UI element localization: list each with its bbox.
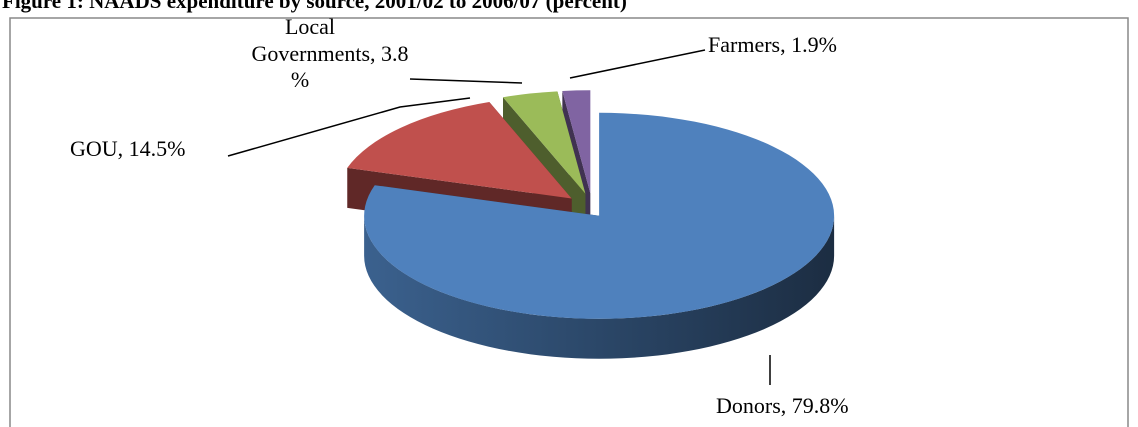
data-label: Farmers, 1.9% <box>708 32 837 57</box>
slice-side <box>364 215 835 359</box>
slice <box>503 91 586 194</box>
labels: Donors, 79.8% GOU, 14.5% LocalGovernments,… <box>70 14 849 418</box>
slice <box>347 101 572 199</box>
data-label: Local <box>285 14 335 39</box>
pie <box>347 90 835 359</box>
data-label: Donors, 79.8% <box>716 393 849 418</box>
data-label: % <box>291 67 309 92</box>
leader-line <box>409 78 523 84</box>
leader-line <box>569 49 706 79</box>
data-label: Governments, 3.8 <box>251 41 408 66</box>
data-label: GOU, 14.5% <box>70 136 186 161</box>
slice <box>364 112 835 319</box>
chart-title: Figure 1: NAADS expenditure by source, 2… <box>2 0 627 13</box>
slice <box>562 90 591 194</box>
leader-line <box>227 97 471 157</box>
